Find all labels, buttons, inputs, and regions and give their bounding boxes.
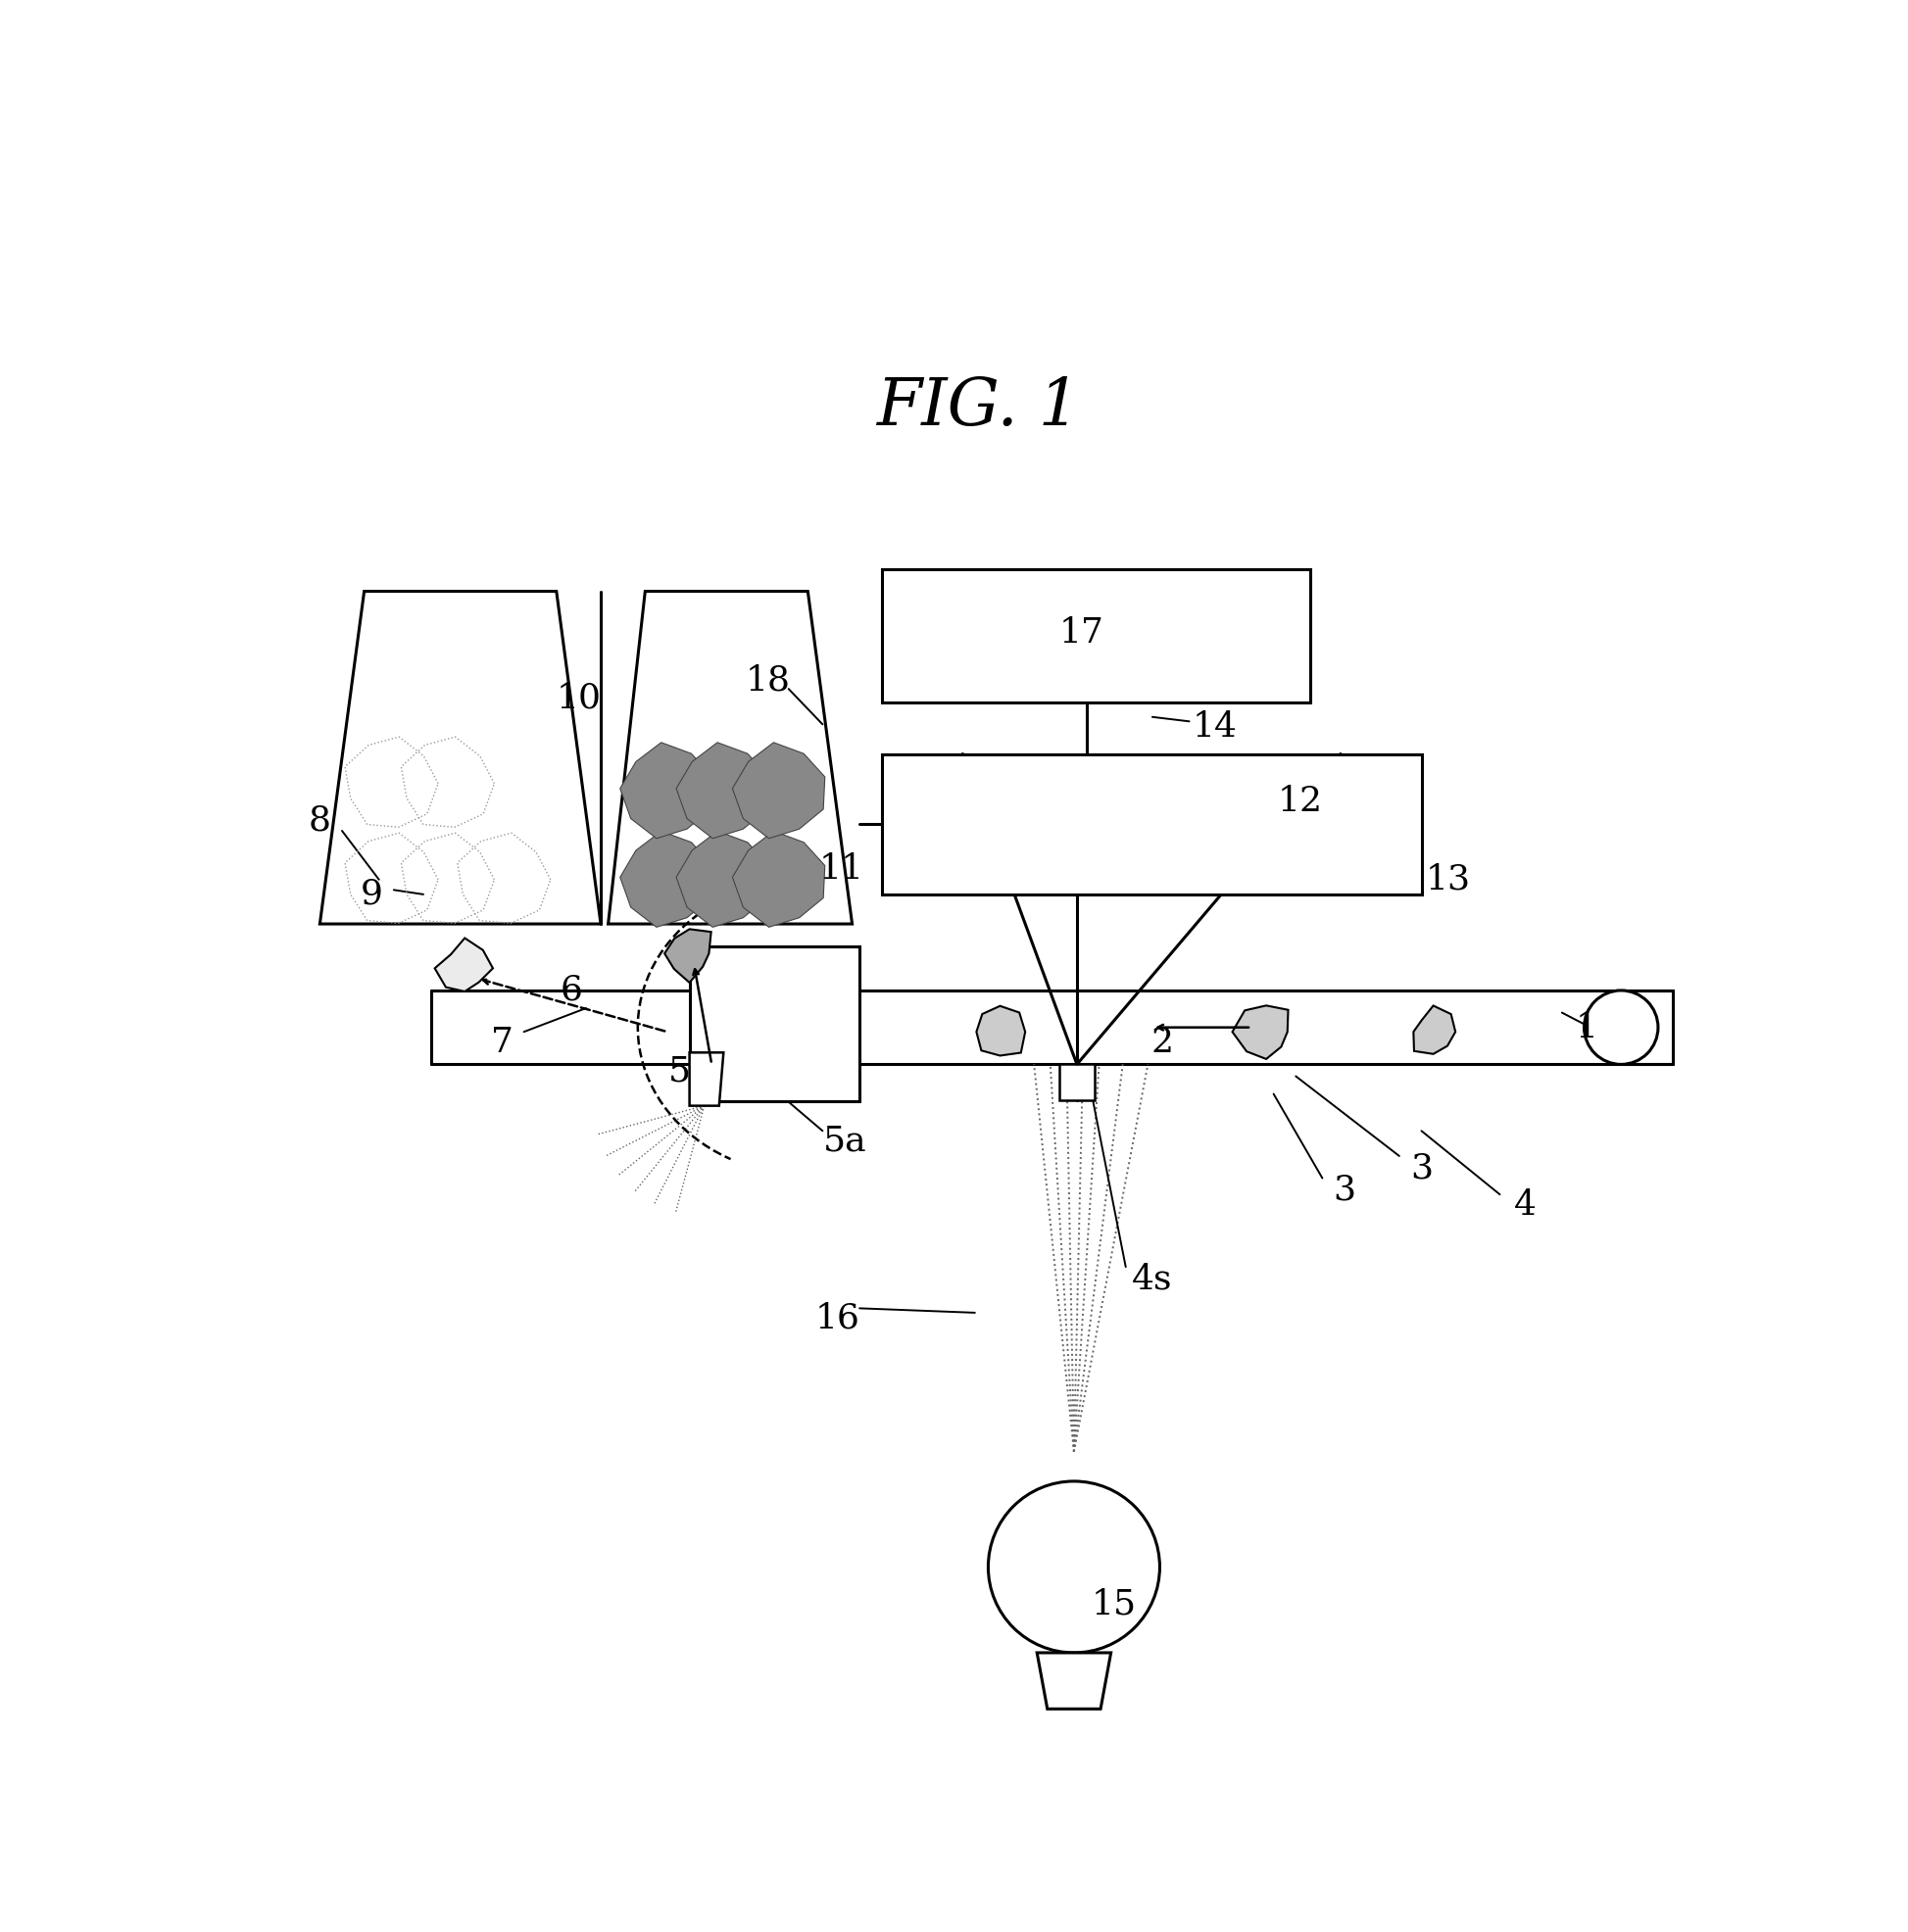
- Text: 9: 9: [361, 877, 384, 912]
- Text: 1: 1: [1576, 1010, 1599, 1043]
- Text: 5: 5: [668, 1055, 691, 1088]
- Text: 18: 18: [746, 663, 790, 697]
- Polygon shape: [675, 742, 769, 838]
- Text: FIG. 1: FIG. 1: [876, 375, 1080, 439]
- Text: 17: 17: [1059, 616, 1105, 649]
- Polygon shape: [977, 1007, 1025, 1055]
- Polygon shape: [664, 929, 712, 983]
- Polygon shape: [1414, 1007, 1456, 1055]
- Text: 15: 15: [1091, 1588, 1137, 1621]
- Bar: [881, 753, 1421, 895]
- Text: 8: 8: [309, 804, 332, 837]
- Text: 11: 11: [819, 852, 864, 887]
- Bar: [1059, 1065, 1095, 1099]
- Text: 3: 3: [1334, 1173, 1357, 1208]
- Text: 14: 14: [1192, 711, 1236, 744]
- Text: 2: 2: [1151, 1026, 1173, 1059]
- Polygon shape: [733, 742, 824, 838]
- Text: 7: 7: [490, 1026, 513, 1059]
- Text: 6: 6: [561, 974, 582, 1007]
- Text: 16: 16: [815, 1302, 861, 1335]
- Polygon shape: [321, 591, 601, 923]
- Bar: [689, 947, 859, 1101]
- Text: 5a: 5a: [822, 1124, 866, 1157]
- Polygon shape: [435, 939, 492, 991]
- Text: 3: 3: [1410, 1151, 1433, 1184]
- Polygon shape: [675, 831, 769, 927]
- Polygon shape: [689, 1053, 723, 1105]
- Circle shape: [988, 1482, 1160, 1652]
- Text: 4s: 4s: [1131, 1262, 1173, 1294]
- Polygon shape: [620, 742, 712, 838]
- Polygon shape: [620, 831, 712, 927]
- Polygon shape: [1233, 1005, 1288, 1059]
- Text: 12: 12: [1278, 784, 1322, 817]
- Text: 4: 4: [1513, 1188, 1536, 1221]
- Circle shape: [1584, 991, 1658, 1065]
- Text: 10: 10: [555, 682, 601, 715]
- Bar: [881, 570, 1311, 701]
- Polygon shape: [733, 831, 824, 927]
- Polygon shape: [609, 591, 853, 923]
- Circle shape: [771, 991, 845, 1065]
- Polygon shape: [1038, 1652, 1110, 1710]
- Text: 13: 13: [1425, 864, 1471, 896]
